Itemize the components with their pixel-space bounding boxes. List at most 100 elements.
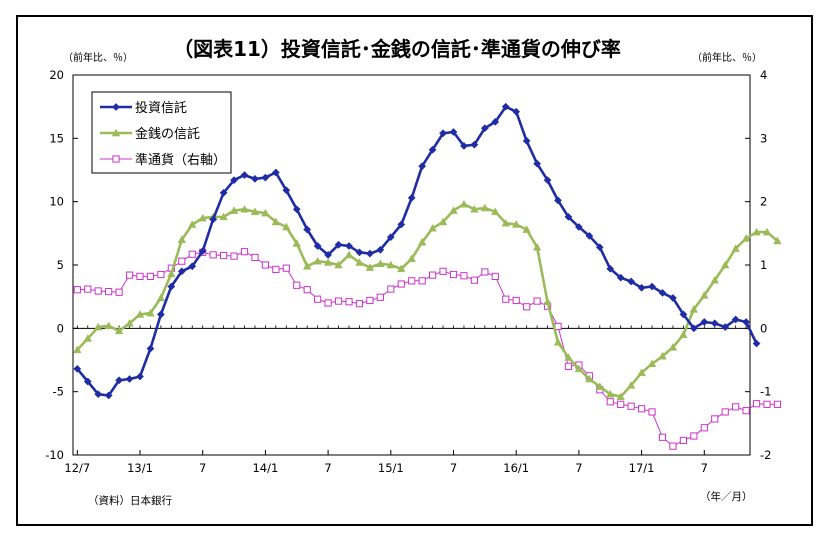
data-point (721, 323, 730, 332)
data-point (83, 334, 92, 342)
data-point (617, 400, 625, 408)
x-tick-label: 12/7 (64, 461, 90, 475)
data-point (773, 400, 782, 408)
data-point (543, 297, 552, 306)
left-y-tick-label: 5 (57, 258, 64, 272)
data-point (470, 140, 479, 149)
data-point (491, 207, 500, 216)
data-point (177, 235, 187, 243)
data-point (418, 277, 426, 285)
data-point (229, 206, 239, 214)
left-y-tick-label: 20 (49, 68, 64, 82)
data-point (125, 271, 134, 279)
series-2 (73, 199, 782, 401)
data-point (177, 267, 186, 276)
data-point (658, 433, 667, 441)
data-point (219, 212, 228, 221)
data-point (355, 248, 364, 257)
data-point (533, 159, 542, 168)
data-point (209, 215, 218, 224)
data-point (115, 376, 124, 385)
data-point (292, 205, 301, 214)
left-axis-unit: （前年比、％） (63, 51, 133, 64)
data-point (387, 285, 395, 293)
data-point (585, 374, 594, 383)
data-point (73, 364, 82, 373)
data-point (700, 318, 709, 326)
data-point (344, 250, 354, 259)
right-axis-unit: （前年比、％） (692, 51, 762, 64)
data-point (282, 222, 291, 231)
legend-marker (112, 155, 120, 163)
data-point (188, 262, 197, 271)
source-note: （資料）日本銀行 (88, 494, 172, 507)
data-point (83, 377, 92, 386)
data-point (355, 300, 364, 308)
series-layer (73, 102, 782, 450)
data-point (637, 283, 646, 292)
data-point (554, 196, 562, 205)
x-axis-unit: （年／月） (700, 490, 753, 503)
data-point (731, 244, 740, 252)
data-point (690, 432, 698, 440)
data-point (720, 260, 730, 269)
data-point (491, 272, 499, 280)
data-point (167, 269, 176, 278)
data-point (178, 257, 186, 265)
data-point (564, 353, 573, 361)
data-point (627, 402, 635, 410)
data-point (397, 280, 405, 288)
data-point (261, 208, 270, 217)
left-y-tick-label: 10 (49, 195, 64, 209)
data-point (574, 223, 583, 231)
data-point (292, 239, 301, 247)
data-point (73, 345, 82, 354)
data-point (73, 286, 81, 294)
data-point (271, 217, 281, 226)
data-point (511, 220, 521, 228)
data-point (250, 207, 260, 216)
data-point (417, 237, 427, 246)
x-tick-label: 15/1 (378, 461, 404, 475)
data-point (700, 424, 708, 432)
data-point (439, 267, 447, 275)
data-point (345, 298, 353, 306)
data-point (125, 375, 134, 383)
data-point (762, 227, 772, 236)
right-y-tick-label: 1 (760, 258, 767, 272)
data-point (104, 391, 113, 400)
data-point (146, 272, 155, 280)
data-point (303, 286, 311, 294)
legend-marker (112, 103, 120, 111)
data-point (501, 218, 510, 227)
data-point (523, 303, 531, 311)
x-tick-label: 7 (450, 461, 457, 475)
data-point (741, 234, 751, 242)
data-point (512, 107, 521, 116)
x-tick-label: 7 (199, 461, 206, 475)
right-y-tick-label: 2 (760, 195, 767, 209)
legend-label: 投資信託 (135, 100, 187, 116)
data-point (188, 250, 196, 258)
data-point (397, 264, 406, 273)
data-point (679, 330, 688, 338)
data-point (481, 268, 489, 276)
left-y-tick-label: 0 (57, 321, 64, 335)
data-point (219, 188, 228, 197)
data-point (731, 315, 740, 324)
data-point (648, 282, 657, 291)
data-point (167, 282, 176, 291)
data-point (136, 372, 144, 381)
data-point (240, 204, 249, 213)
data-point (522, 136, 531, 145)
x-tick-label: 17/1 (629, 461, 655, 475)
data-point (606, 389, 615, 398)
data-point (418, 162, 427, 171)
left-y-tick-label: -5 (53, 385, 64, 399)
chart-title: （図表11）投資信託･金銭の信託･準通貨の伸び率 (173, 37, 621, 61)
data-point (282, 264, 290, 272)
data-point (638, 405, 646, 413)
data-point (616, 273, 625, 282)
data-point (752, 227, 761, 236)
